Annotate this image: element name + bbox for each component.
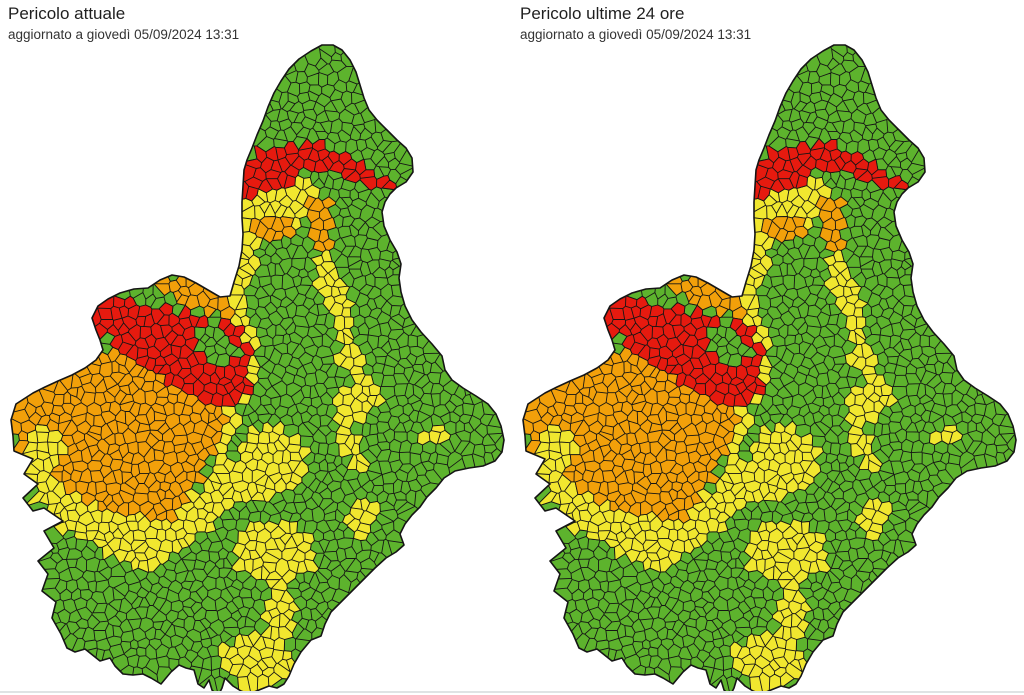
panel-title: Pericolo attuale xyxy=(8,4,126,23)
piemonte-hazard-map-current xyxy=(10,44,505,695)
municipality-cells-orange xyxy=(11,195,337,524)
municipality-cells-red xyxy=(580,138,910,407)
region-outline xyxy=(522,44,1017,695)
panel-subtitle: aggiornato a giovedì 05/09/2024 13:31 xyxy=(8,27,240,42)
municipality-cells xyxy=(523,45,1016,695)
municipality-cells-red xyxy=(68,138,398,407)
region-outline xyxy=(10,44,505,695)
panel-subtitle: aggiornato a giovedì 05/09/2024 13:31 xyxy=(520,27,752,42)
panel-header-last24h: Pericolo ultime 24 ore aggiornato a giov… xyxy=(512,0,1024,44)
panel-header-current: Pericolo attuale aggiornato a giovedì 05… xyxy=(0,0,512,44)
panel-pericolo-ultime-24-ore: Pericolo ultime 24 ore aggiornato a giov… xyxy=(512,0,1024,695)
municipality-cells xyxy=(11,45,504,695)
municipality-cells-orange xyxy=(523,195,849,524)
panel-title: Pericolo ultime 24 ore xyxy=(520,4,685,23)
bottom-divider xyxy=(0,691,1024,695)
piemonte-hazard-map-last24h xyxy=(522,44,1017,695)
panel-pericolo-attuale: Pericolo attuale aggiornato a giovedì 05… xyxy=(0,0,512,695)
